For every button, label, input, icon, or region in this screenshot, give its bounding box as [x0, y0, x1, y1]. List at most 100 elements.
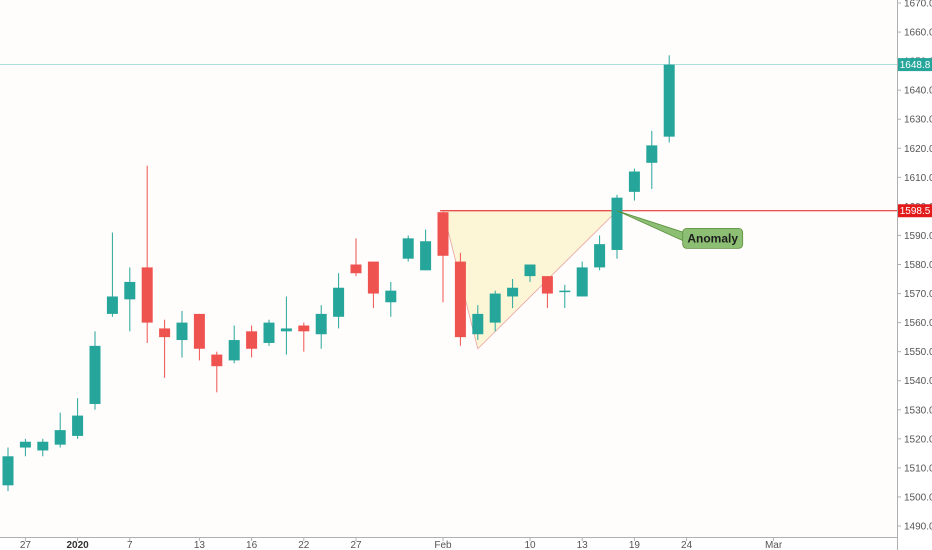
candle-body — [54, 430, 66, 445]
candle[interactable] — [280, 296, 292, 355]
candle[interactable] — [176, 310, 188, 358]
price-tick-label: 1540.0 — [904, 376, 932, 387]
price-tick-label: 1530.0 — [904, 405, 932, 416]
candle[interactable] — [315, 305, 327, 349]
candles-group — [2, 55, 675, 492]
candle-body — [559, 290, 571, 293]
time-tick-label: 19 — [629, 540, 641, 550]
callout-label: Anomaly — [687, 231, 738, 245]
candle[interactable] — [2, 447, 14, 492]
candle[interactable] — [54, 412, 66, 448]
candle-body — [72, 415, 84, 436]
candle[interactable] — [628, 168, 640, 201]
price-tick-label: 1660.0 — [904, 28, 932, 39]
time-tick-label: 7 — [127, 540, 133, 550]
candle-body — [541, 276, 553, 294]
candle-body — [385, 290, 397, 303]
candle-body — [524, 264, 536, 277]
candle-body — [246, 331, 258, 349]
price-tick-label: 1500.0 — [904, 492, 932, 503]
candle[interactable] — [367, 261, 379, 309]
candle-body — [159, 328, 171, 338]
candle-body — [228, 340, 240, 361]
current-price-tag-bg — [898, 58, 932, 72]
candle-body — [19, 441, 31, 448]
price-tick-label: 1520.0 — [904, 434, 932, 445]
candle[interactable] — [37, 438, 49, 457]
candle[interactable] — [611, 194, 623, 259]
time-tick-label: 2020 — [66, 540, 89, 550]
time-tick-label: Mar — [765, 540, 783, 550]
time-tick-label: 22 — [298, 540, 310, 550]
candle-body — [298, 325, 310, 332]
candle-body — [507, 287, 519, 297]
candle[interactable] — [646, 130, 658, 189]
time-tick-label: 27 — [350, 540, 362, 550]
candle[interactable] — [141, 165, 153, 343]
candle-body — [106, 296, 118, 314]
time-axis-panel — [0, 537, 897, 550]
time-tick-label: 10 — [524, 540, 536, 550]
candle[interactable] — [333, 273, 345, 329]
level-price-tag-bg — [898, 204, 932, 218]
price-tick-label: 1490.0 — [904, 522, 932, 533]
candle[interactable] — [437, 212, 449, 303]
time-tick-label: 24 — [681, 540, 693, 550]
price-tick-label: 1590.0 — [904, 231, 932, 242]
candle-body — [89, 345, 101, 404]
candle[interactable] — [106, 232, 118, 317]
candle-body — [2, 456, 14, 486]
candle[interactable] — [576, 261, 588, 297]
candle-body — [367, 261, 379, 294]
candle[interactable] — [228, 325, 240, 364]
candle[interactable] — [350, 238, 362, 277]
level-price-tag: 1598.5 — [898, 204, 932, 218]
price-tick-label: 1550.0 — [904, 347, 932, 358]
price-tick-label: 1620.0 — [904, 144, 932, 155]
candle[interactable] — [89, 331, 101, 410]
time-tick-label: 16 — [246, 540, 258, 550]
candle[interactable] — [402, 235, 414, 262]
candle-body — [663, 64, 675, 137]
candle-body — [176, 322, 188, 341]
candle[interactable] — [507, 279, 519, 309]
candle[interactable] — [420, 229, 432, 271]
candle-body — [472, 313, 484, 335]
candle[interactable] — [211, 351, 223, 393]
candle[interactable] — [524, 264, 536, 282]
candle-body — [333, 287, 345, 317]
time-tick-label: 27 — [20, 540, 32, 550]
candle[interactable] — [541, 276, 553, 309]
candle[interactable] — [663, 55, 675, 143]
time-tick-label: 13 — [194, 540, 206, 550]
callout-box — [682, 227, 744, 249]
candle[interactable] — [594, 235, 606, 271]
candle[interactable] — [454, 252, 466, 346]
candle-body — [576, 267, 588, 297]
candle[interactable] — [559, 284, 571, 309]
candle-body — [420, 241, 432, 271]
candle-body — [124, 281, 136, 300]
candle[interactable] — [246, 325, 258, 358]
candle[interactable] — [298, 322, 310, 352]
price-axis-panel — [897, 0, 932, 550]
candle[interactable] — [263, 319, 275, 346]
price-tick-label: 1630.0 — [904, 115, 932, 126]
anomaly-callout[interactable]: Anomaly — [616, 210, 744, 249]
candle[interactable] — [193, 313, 205, 361]
time-tick-label: Feb — [434, 540, 452, 550]
candle[interactable] — [72, 398, 84, 439]
candle-body — [594, 244, 606, 268]
candle-body — [193, 313, 205, 349]
candle-body — [454, 261, 466, 338]
candle[interactable] — [472, 305, 484, 341]
candle[interactable] — [385, 281, 397, 317]
price-tick-label: 1560.0 — [904, 318, 932, 329]
candle[interactable] — [19, 438, 31, 457]
candle[interactable] — [489, 290, 501, 332]
candle[interactable] — [124, 267, 136, 332]
candle-body — [141, 267, 153, 323]
candle-body — [315, 313, 327, 335]
candle[interactable] — [159, 319, 171, 378]
